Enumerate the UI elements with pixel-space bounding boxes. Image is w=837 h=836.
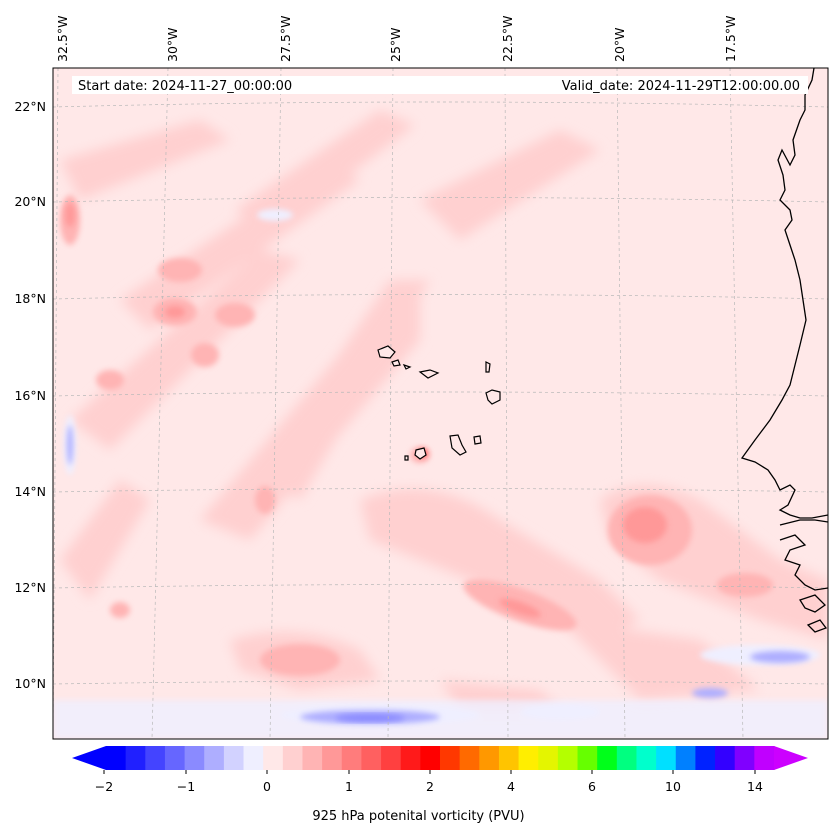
colorbar-cell bbox=[145, 746, 166, 770]
cb-tick-label: 1 bbox=[345, 779, 353, 794]
colorbar-cell bbox=[715, 746, 736, 770]
cb-tick-label: 4 bbox=[507, 779, 515, 794]
colorbar-cell bbox=[282, 746, 304, 770]
valid-date-text: Valid_date: 2024-11-29T12:00:00.00 bbox=[562, 79, 800, 94]
colorbar-cell bbox=[616, 746, 638, 770]
colorbar-cell bbox=[322, 746, 343, 770]
lon-label: 20°W bbox=[612, 27, 627, 62]
lon-label: 25°W bbox=[388, 27, 403, 62]
colorbar-cell bbox=[125, 746, 146, 770]
latitude-labels: 22°N 20°N 18°N 16°N 14°N 12°N 10°N bbox=[14, 99, 46, 691]
colorbar-cells bbox=[106, 746, 775, 770]
colorbar-extend-low bbox=[72, 746, 106, 770]
colorbar-cell bbox=[597, 746, 618, 770]
colorbar-cell bbox=[518, 746, 539, 770]
lon-label: 32.5°W bbox=[55, 16, 70, 62]
graticule bbox=[53, 68, 828, 739]
lat-label: 12°N bbox=[14, 580, 46, 595]
colorbar-ticks bbox=[103, 770, 756, 774]
colorbar-cell bbox=[204, 746, 225, 770]
colorbar-cell bbox=[577, 746, 598, 770]
cb-tick-label: 2 bbox=[426, 779, 434, 794]
colorbar-cell bbox=[302, 746, 323, 770]
colorbar-cell bbox=[400, 746, 421, 770]
pv-high-positive-areas bbox=[65, 203, 667, 618]
colorbar-cell bbox=[479, 746, 500, 770]
colorbar-cell bbox=[184, 746, 205, 770]
cb-tick-label: 6 bbox=[588, 779, 596, 794]
colorbar-extend-high bbox=[774, 746, 808, 770]
colorbar-cell bbox=[675, 746, 697, 770]
start-date-text: Start date: 2024-11-27_00:00:00 bbox=[78, 79, 292, 94]
colorbar-cell bbox=[361, 746, 382, 770]
map-frame bbox=[52, 67, 829, 740]
colorbar-cell bbox=[106, 746, 127, 770]
lat-label: 16°N bbox=[14, 388, 46, 403]
colorbar: −2 −1 0 1 2 4 6 10 14 bbox=[72, 746, 808, 794]
colorbar-cell bbox=[243, 746, 264, 770]
lat-label: 22°N bbox=[14, 99, 46, 114]
cb-tick-label: −1 bbox=[177, 779, 195, 794]
colorbar-cell bbox=[164, 746, 186, 770]
lon-label: 30°W bbox=[165, 27, 180, 62]
colorbar-cell bbox=[263, 746, 284, 770]
colorbar-label: 925 hPa potenital vorticity (PVU) bbox=[312, 809, 525, 824]
cape-verde-islands bbox=[377, 345, 501, 461]
cb-tick-label: 0 bbox=[263, 779, 271, 794]
lat-label: 18°N bbox=[14, 291, 46, 306]
colorbar-cell bbox=[420, 746, 441, 770]
colorbar-cell bbox=[734, 746, 755, 770]
colorbar-cell bbox=[381, 746, 402, 770]
lat-label: 14°N bbox=[14, 484, 46, 499]
colorbar-cell bbox=[440, 746, 461, 770]
cb-tick-label: 10 bbox=[665, 779, 681, 794]
lon-label: 17.5°W bbox=[723, 16, 738, 62]
colorbar-cell bbox=[656, 746, 677, 770]
lon-label: 22.5°W bbox=[500, 16, 515, 62]
colorbar-cell bbox=[754, 746, 775, 770]
colorbar-tick-labels: −2 −1 0 1 2 4 6 10 14 bbox=[95, 779, 763, 794]
africa-coastline bbox=[740, 68, 828, 633]
colorbar-cell bbox=[498, 746, 520, 770]
colorbar-cell bbox=[459, 746, 480, 770]
colorbar-cell bbox=[341, 746, 363, 770]
colorbar-cell bbox=[636, 746, 657, 770]
colorbar-cell bbox=[223, 746, 245, 770]
date-info-box bbox=[72, 76, 808, 94]
cb-tick-label: −2 bbox=[95, 779, 113, 794]
lat-label: 20°N bbox=[14, 194, 46, 209]
lon-label: 27.5°W bbox=[278, 16, 293, 62]
colorbar-cell bbox=[538, 746, 559, 770]
vorticity-field bbox=[53, 68, 828, 739]
pv-minimum-area bbox=[335, 714, 405, 722]
cb-tick-label: 14 bbox=[747, 779, 763, 794]
colorbar-cell bbox=[557, 746, 579, 770]
longitude-labels: 32.5°W 30°W 27.5°W 25°W 22.5°W 20°W 17.5… bbox=[55, 16, 738, 62]
lat-label: 10°N bbox=[14, 676, 46, 691]
colorbar-cell bbox=[695, 746, 716, 770]
